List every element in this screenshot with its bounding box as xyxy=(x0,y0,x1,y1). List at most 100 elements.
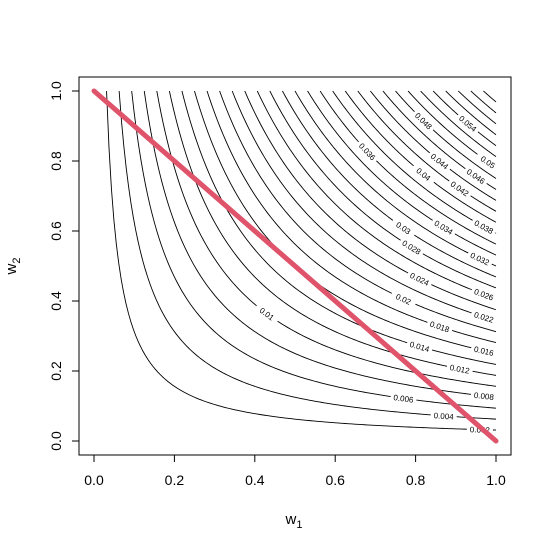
x-axis-title-base: w xyxy=(285,511,297,528)
contour-label-background xyxy=(430,216,458,238)
contour-line xyxy=(395,90,497,179)
contour-label-group: 0.024 xyxy=(405,269,434,289)
contour-line xyxy=(131,90,497,409)
contour-label-background xyxy=(425,318,454,335)
contour-label-group: 0.054 xyxy=(455,111,481,136)
contour-label-background xyxy=(446,361,474,376)
contour-label-group: 0.022 xyxy=(470,308,498,326)
contour-line xyxy=(244,90,497,311)
y-tick-label: 0.8 xyxy=(48,151,64,171)
x-tick-label: 0.4 xyxy=(245,472,265,488)
contour-label-background xyxy=(470,285,498,304)
contour-label-background xyxy=(470,216,498,238)
contour-label-group: 0.042 xyxy=(446,177,474,200)
contour-label-group: 0.012 xyxy=(446,361,474,376)
contour-line xyxy=(332,90,497,234)
y-tick-label: 1.0 xyxy=(48,81,64,101)
contour-line xyxy=(470,90,497,114)
contour-label-group: 0.046 xyxy=(462,165,490,188)
contour-line xyxy=(357,90,497,212)
contour-line xyxy=(168,90,497,376)
contour-label-group: 0.004 xyxy=(430,410,457,422)
x-tick-label: 0.0 xyxy=(84,472,104,488)
contour-label-background xyxy=(462,165,490,188)
y-tick-label: 0.2 xyxy=(48,361,64,381)
y-tick-label: 0.0 xyxy=(48,431,64,451)
contour-line xyxy=(282,90,497,278)
contour-line xyxy=(319,90,497,245)
contour-label-group: 0.014 xyxy=(405,338,434,355)
contour-label: 0.026 xyxy=(473,287,495,303)
contour-label-group: 0.026 xyxy=(470,285,498,304)
y-axis-title-subscript: 2 xyxy=(11,258,23,264)
contour-line xyxy=(118,90,497,420)
contour-label: 0.032 xyxy=(469,251,491,268)
contour-label-group: 0.048 xyxy=(411,108,437,134)
contour-label-group: 0.044 xyxy=(426,149,453,173)
contour-lines xyxy=(106,90,497,431)
contour-label-background xyxy=(398,236,426,258)
contour-label-background xyxy=(466,249,494,269)
x-axis-title: w1 xyxy=(285,511,303,531)
contour-label: 0.016 xyxy=(473,345,495,358)
contour-label: 0.018 xyxy=(429,320,451,335)
x-tick-label: 0.2 xyxy=(165,472,185,488)
contour-line xyxy=(445,90,497,136)
y-tick-label: 0.6 xyxy=(48,221,64,241)
contour-label-group: 0.01 xyxy=(253,302,281,326)
y-axis: 0.0 0.2 0.4 0.6 0.8 1.0 xyxy=(48,81,80,451)
contour-label-background xyxy=(470,308,498,326)
contour-labels: 0.0020.0040.0060.0080.010.0120.0140.0160… xyxy=(253,108,502,435)
contour-label-group: 0.008 xyxy=(470,389,498,402)
x-tick-label: 0.8 xyxy=(406,472,426,488)
contour-label: 0.004 xyxy=(433,411,454,421)
contour-label-background xyxy=(253,302,281,326)
contour-label-background xyxy=(426,149,453,173)
contour-label-background xyxy=(355,138,380,165)
contour-label-background xyxy=(474,150,502,174)
contour-label: 0.012 xyxy=(449,363,471,376)
x-axis: 0.0 0.2 0.4 0.6 0.8 1.0 xyxy=(84,454,506,488)
contour-line xyxy=(181,90,497,365)
x-tick-label: 1.0 xyxy=(486,472,506,488)
contour-label: 0.008 xyxy=(473,391,494,402)
diagonal-line xyxy=(91,88,499,444)
contour-line xyxy=(420,90,497,157)
contour-line xyxy=(156,90,497,387)
contour-label-group: 0.02 xyxy=(389,289,418,309)
contour-label-group: 0.018 xyxy=(425,318,454,335)
contour-line xyxy=(269,90,497,289)
contour-line xyxy=(483,90,497,103)
contour-label-group: 0.006 xyxy=(390,392,417,405)
contour-label-background xyxy=(405,269,434,289)
y-axis-title-base: w xyxy=(3,263,20,275)
contour-label-background xyxy=(390,216,417,239)
contour-label: 0.006 xyxy=(393,393,415,405)
y-tick-label: 0.4 xyxy=(48,291,64,311)
contour-label-background xyxy=(389,289,418,309)
contour-label-background xyxy=(446,177,474,200)
y-axis-title: w2 xyxy=(3,258,23,276)
contour-label: 0.024 xyxy=(408,271,430,288)
contour-label-background xyxy=(411,108,437,134)
contour-label-background xyxy=(455,111,481,136)
contour-label-group: 0.038 xyxy=(470,216,498,238)
contour-line xyxy=(307,90,497,256)
contour-label-group: 0.04 xyxy=(410,162,437,186)
contour-line xyxy=(457,90,497,125)
contour-line xyxy=(143,90,497,398)
contour-label-group: 0.05 xyxy=(474,150,502,174)
x-axis-title-subscript: 1 xyxy=(296,519,302,531)
contour-label-background xyxy=(390,392,417,405)
contour-label-background xyxy=(430,410,457,422)
contour-line xyxy=(370,90,497,201)
contour-line xyxy=(231,90,497,322)
contour-line xyxy=(294,90,497,267)
x-tick-label: 0.6 xyxy=(325,472,345,488)
contour-label: 0.014 xyxy=(409,340,431,354)
contour-label-background xyxy=(470,343,498,359)
contour-line xyxy=(219,90,497,333)
contour-label-group: 0.036 xyxy=(355,138,380,165)
diagonal-line-layer xyxy=(91,88,499,444)
